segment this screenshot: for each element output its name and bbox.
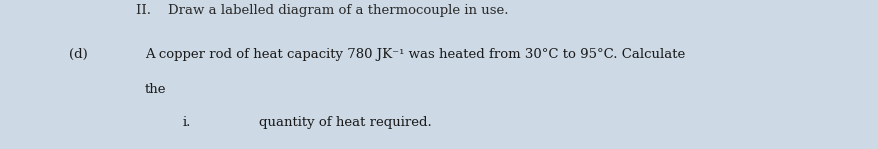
Text: quantity of heat required.: quantity of heat required. [259,116,432,129]
Text: II.    Draw a labelled diagram of a thermocouple in use.: II. Draw a labelled diagram of a thermoc… [136,4,508,17]
Text: the: the [145,83,166,96]
Text: A copper rod of heat capacity 780 JK⁻¹ was heated from 30°C to 95°C. Calculate: A copper rod of heat capacity 780 JK⁻¹ w… [145,48,685,61]
Text: (d): (d) [68,48,87,61]
Text: i.: i. [183,116,191,129]
